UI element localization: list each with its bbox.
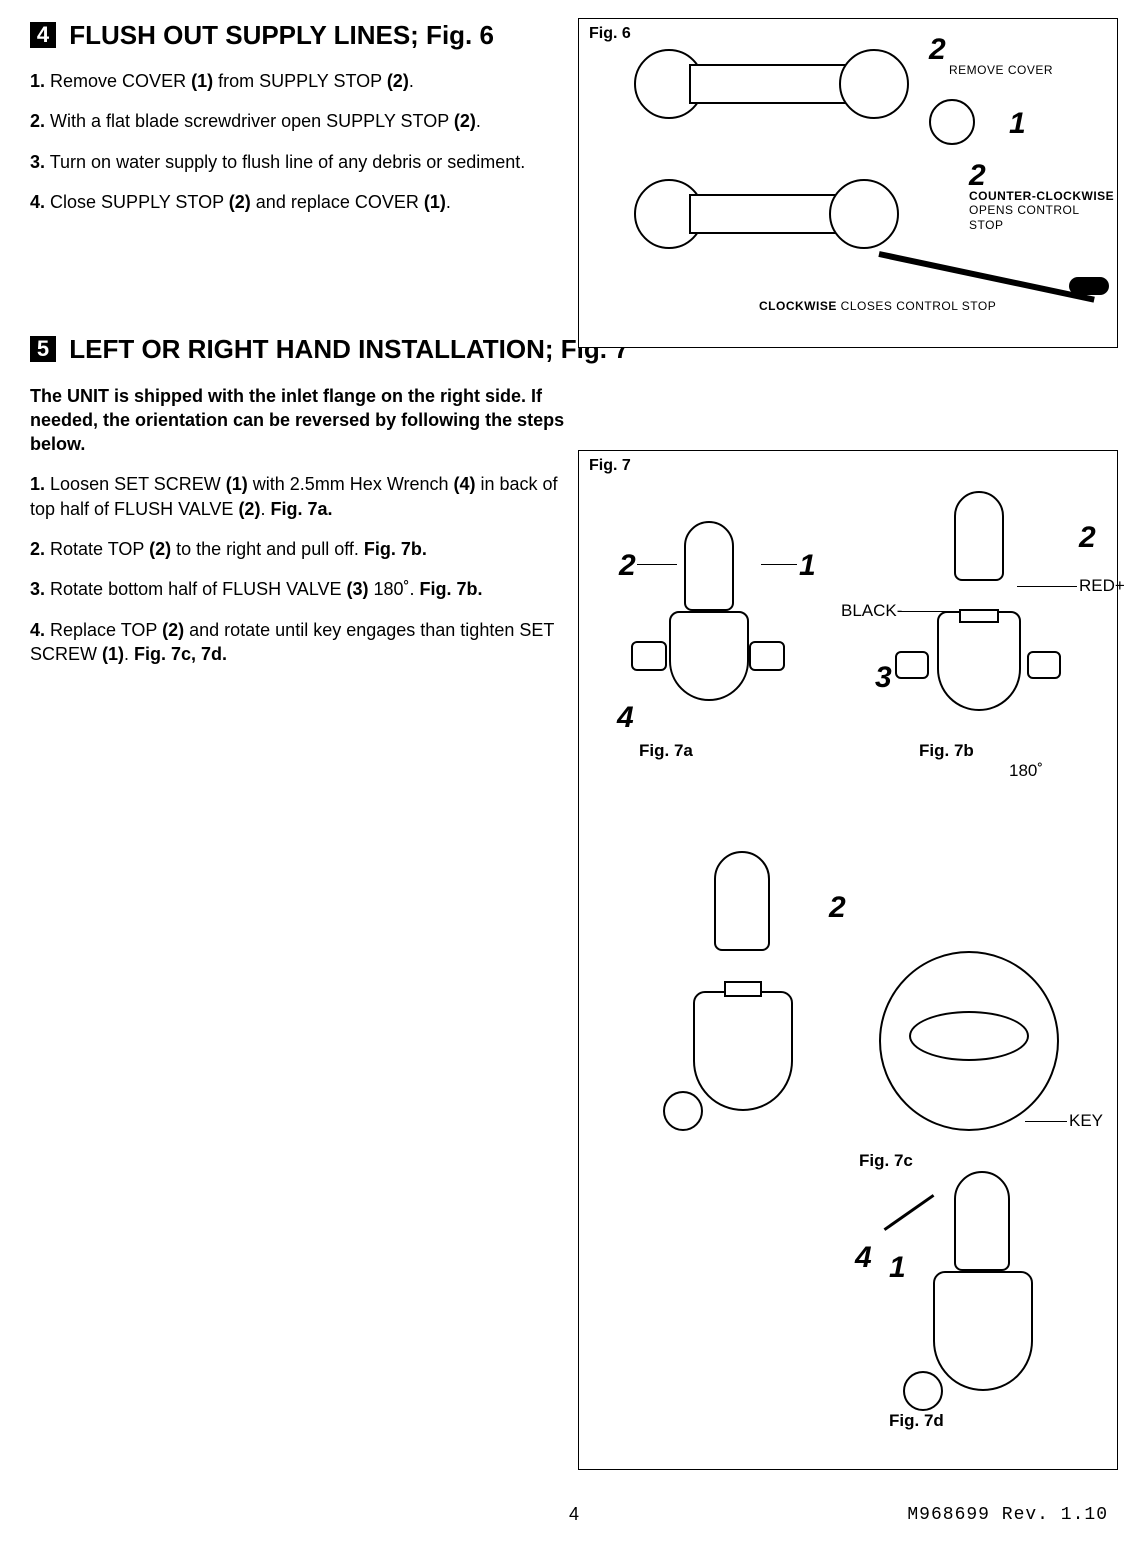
fig6-illus-cap2 xyxy=(829,179,899,249)
s5-step-4: 4. Replace TOP (2) and rotate until key … xyxy=(30,618,580,667)
fig7c-num-2: 2 xyxy=(829,891,846,925)
fig6-illus-cap xyxy=(839,49,909,119)
fig7a-num-1: 1 xyxy=(799,549,816,583)
fig7c-leader-key xyxy=(1025,1121,1067,1122)
fig7c-valve xyxy=(669,851,819,1131)
fig6-ccw-text: COUNTER-CLOCKWISEOPENS CONTROL STOP xyxy=(969,189,1117,232)
fig7b-leader-red xyxy=(1017,586,1077,587)
step-badge-4: 4 xyxy=(30,22,56,48)
fig7b-num-3: 3 xyxy=(875,661,892,695)
figure-6-box: Fig. 6 2 REMOVE COVER 1 2 COUNTER-CLOCKW… xyxy=(578,18,1118,348)
fig7a-label: Fig. 7a xyxy=(639,741,693,761)
fig7d-num-1: 1 xyxy=(889,1251,906,1285)
fig7b-180: 180˚ xyxy=(1009,761,1043,781)
fig7c-detail-body xyxy=(909,1011,1029,1061)
fig6-screwdriver-shaft xyxy=(878,251,1094,303)
fig7b-black: BLACK- xyxy=(841,601,902,621)
fig7d-label: Fig. 7d xyxy=(889,1411,944,1431)
fig6-illus-cover xyxy=(929,99,975,145)
s4-step-4: 4. Close SUPPLY STOP (2) and replace COV… xyxy=(30,190,580,214)
fig7a-valve xyxy=(649,521,769,721)
fig7-label: Fig. 7 xyxy=(589,457,631,475)
fig6-remove-cover: REMOVE COVER xyxy=(949,63,1053,77)
s4-step-2: 2. With a flat blade screwdriver open SU… xyxy=(30,109,580,133)
fig6-illus-body xyxy=(689,64,859,104)
fig7d-num-4: 4 xyxy=(855,1241,872,1275)
fig6-cw-text: CLOCKWISE CLOSES CONTROL STOP xyxy=(759,299,996,313)
s5-intro: The UNIT is shipped with the inlet flang… xyxy=(30,384,580,457)
doc-revision: M968699 Rev. 1.10 xyxy=(907,1505,1108,1525)
fig6-num-2b: 2 xyxy=(969,159,986,193)
fig6-screwdriver-handle xyxy=(1069,277,1109,295)
s4-step-1: 1. Remove COVER (1) from SUPPLY STOP (2)… xyxy=(30,69,580,93)
section-5-text-column: The UNIT is shipped with the inlet flang… xyxy=(30,384,580,667)
page-number: 4 xyxy=(569,1504,579,1525)
section-4-text-column: 1. Remove COVER (1) from SUPPLY STOP (2)… xyxy=(30,69,580,214)
fig7d-valve xyxy=(909,1171,1059,1421)
fig7b-label: Fig. 7b xyxy=(919,741,974,761)
fig7a-num-2: 2 xyxy=(619,549,636,583)
s5-step-2: 2. Rotate TOP (2) to the right and pull … xyxy=(30,537,580,561)
fig6-label: Fig. 6 xyxy=(589,25,631,43)
fig7b-num-2: 2 xyxy=(1079,521,1096,555)
fig7a-num-4: 4 xyxy=(617,701,634,735)
section-5-title: LEFT OR RIGHT HAND INSTALLATION; Fig. 7 xyxy=(69,334,628,364)
fig7b-red: RED+ xyxy=(1079,576,1125,596)
fig7c-key: KEY xyxy=(1069,1111,1103,1131)
step-badge-5: 5 xyxy=(30,336,56,362)
fig7a-leader-1 xyxy=(761,564,797,565)
s4-step-3: 3. Turn on water supply to flush line of… xyxy=(30,150,580,174)
figure-7-box: Fig. 7 2 1 4 Fig. 7a 2 RED+ BLACK- 3 Fig… xyxy=(578,450,1118,1470)
s5-step-3: 3. Rotate bottom half of FLUSH VALVE (3)… xyxy=(30,577,580,601)
fig6-num-2a: 2 xyxy=(929,33,946,67)
section-4-title: FLUSH OUT SUPPLY LINES; Fig. 6 xyxy=(69,20,494,50)
fig6-num-1: 1 xyxy=(1009,107,1026,141)
fig7a-leader-2 xyxy=(637,564,677,565)
fig7b-leader-black xyxy=(901,611,951,612)
s5-step-1: 1. Loosen SET SCREW (1) with 2.5mm Hex W… xyxy=(30,472,580,521)
fig7c-label: Fig. 7c xyxy=(859,1151,913,1171)
